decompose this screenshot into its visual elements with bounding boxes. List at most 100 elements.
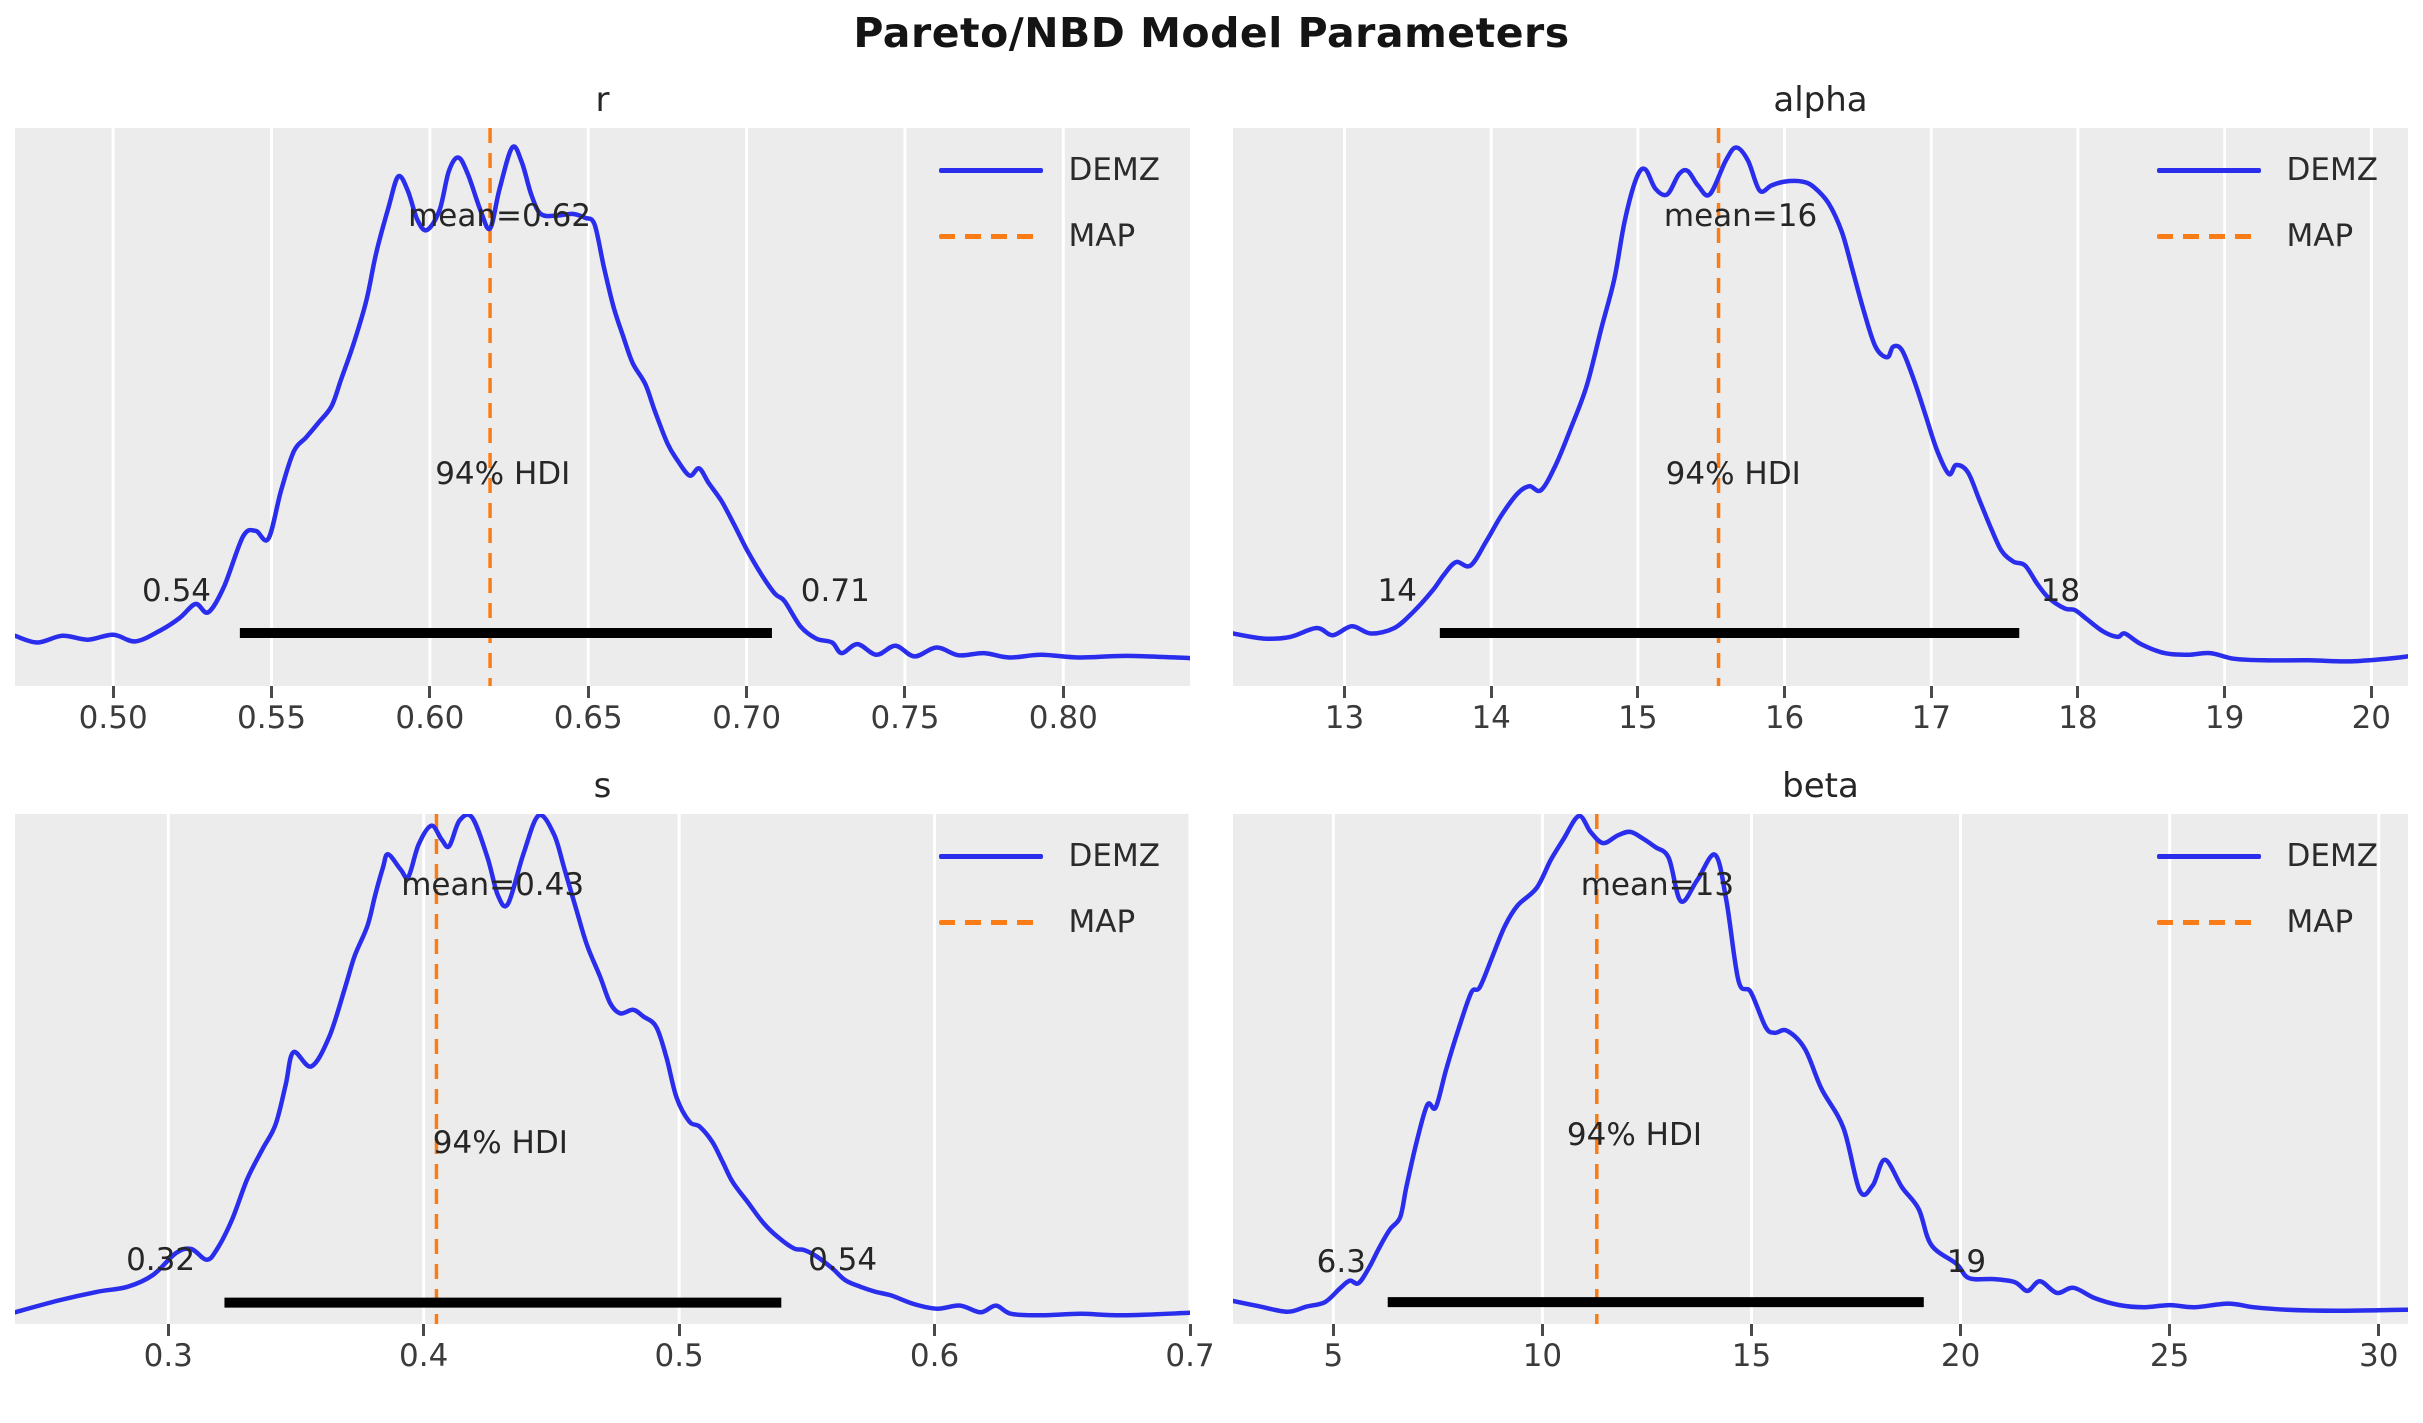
x-tick-label: 20 <box>2351 700 2392 736</box>
x-tick-label: 30 <box>2358 1338 2399 1374</box>
legend-entry-demz: DEMZ <box>2156 152 2378 188</box>
x-tick-mark <box>1331 1324 1335 1336</box>
x-tick-mark <box>1929 686 1933 698</box>
kde-plot-canvas <box>1233 128 2408 686</box>
x-tick-label: 0.80 <box>1028 700 1098 736</box>
x-tick-mark <box>428 686 432 698</box>
map-line-sample <box>938 919 1043 925</box>
subplot-title: s <box>593 766 612 806</box>
hdi-lower-value: 0.32 <box>126 1241 196 1278</box>
x-tick-mark <box>903 686 907 698</box>
subplot-title: r <box>595 80 610 120</box>
x-tick-mark <box>2076 686 2080 698</box>
x-tick-mark <box>2223 686 2227 698</box>
x-tick-label: 0.5 <box>654 1338 704 1374</box>
hdi-title: 94% HDI <box>1566 1117 1702 1154</box>
x-tick-label: 13 <box>1324 700 1365 736</box>
hdi-upper-value: 18 <box>2040 572 2081 609</box>
x-tick-label: 10 <box>1522 1338 1563 1374</box>
x-tick-label: 0.4 <box>399 1338 449 1374</box>
subplot-beta: beta mean=13 94% HDI 6.3 19 DEMZ MAP <box>1233 758 2408 1386</box>
legend-entry-demz: DEMZ <box>938 152 1160 188</box>
x-tick-label: 0.65 <box>553 700 623 736</box>
x-tick-mark <box>2168 1324 2172 1336</box>
x-tick-mark <box>1636 686 1640 698</box>
x-tick-mark <box>166 1324 170 1336</box>
mean-annotation: mean=13 <box>1580 867 1735 904</box>
x-tick-label: 15 <box>1731 1338 1772 1374</box>
x-tick-mark <box>1188 1324 1192 1336</box>
subplot-s: s mean=0.43 94% HDI 0.32 0.54 DEMZ MAP <box>15 758 1215 1386</box>
legend-entry-map: MAP <box>2156 904 2378 940</box>
legend: DEMZ MAP <box>2156 152 2378 254</box>
x-tick-label: 15 <box>1618 700 1658 736</box>
subplot-title: alpha <box>1773 80 1868 120</box>
map-line-sample <box>2156 919 2261 925</box>
plot-area: mean=0.43 94% HDI 0.32 0.54 DEMZ MAP <box>15 814 1190 1324</box>
x-axis: 5 10 15 20 25 30 <box>1233 1324 2408 1386</box>
subplot-grid: r mean=0.62 94% HDI 0.54 0.71 DEMZ MAP <box>15 72 2408 1386</box>
hdi-title: 94% HDI <box>1665 455 1801 492</box>
hdi-upper-value: 0.71 <box>800 573 870 610</box>
x-tick-mark <box>111 686 115 698</box>
x-axis: 0.3 0.4 0.5 0.6 0.7 <box>15 1324 1215 1386</box>
x-tick-mark <box>677 1324 681 1336</box>
kde-plot-canvas <box>15 128 1190 686</box>
hdi-upper-value: 0.54 <box>808 1241 878 1278</box>
x-tick-mark <box>586 686 590 698</box>
x-tick-label: 14 <box>1471 700 1511 736</box>
kde-curve <box>15 814 1190 1318</box>
demz-line-sample <box>938 853 1043 859</box>
kde-curve <box>15 144 1190 661</box>
plot-area: mean=0.62 94% HDI 0.54 0.71 DEMZ MAP <box>15 128 1190 686</box>
hdi-lower-value: 14 <box>1377 572 1418 609</box>
x-tick-label: 25 <box>2149 1338 2190 1374</box>
legend-label-map: MAP <box>1068 218 1136 254</box>
subplot-title: beta <box>1782 766 1859 806</box>
legend-label-map: MAP <box>2286 218 2354 254</box>
legend-entry-map: MAP <box>2156 218 2378 254</box>
x-axis: 13 14 15 16 17 18 19 20 <box>1233 686 2408 748</box>
map-line-sample <box>938 233 1043 239</box>
x-tick-label: 0.50 <box>78 700 148 736</box>
legend-entry-map: MAP <box>938 218 1160 254</box>
x-tick-mark <box>270 686 274 698</box>
x-tick-mark <box>1540 1324 1544 1336</box>
legend-label-demz: DEMZ <box>2286 838 2378 874</box>
x-tick-label: 18 <box>2058 700 2098 736</box>
hdi-lower-value: 0.54 <box>142 573 212 610</box>
legend-label-demz: DEMZ <box>1068 152 1160 188</box>
plot-area: mean=13 94% HDI 6.3 19 DEMZ MAP <box>1233 814 2408 1324</box>
demz-line-sample <box>938 167 1043 173</box>
legend-label-map: MAP <box>2286 904 2354 940</box>
subplot-r: r mean=0.62 94% HDI 0.54 0.71 DEMZ MAP <box>15 72 1190 748</box>
x-tick-mark <box>933 1324 937 1336</box>
legend: DEMZ MAP <box>938 152 1160 254</box>
x-tick-label: 0.3 <box>143 1338 193 1374</box>
legend: DEMZ MAP <box>938 838 1160 940</box>
figure-title: Pareto/NBD Model Parameters <box>853 9 1570 57</box>
x-tick-label: 0.55 <box>237 700 307 736</box>
x-tick-mark <box>745 686 749 698</box>
x-tick-mark <box>2377 1324 2381 1336</box>
x-tick-label: 0.75 <box>870 700 940 736</box>
mean-annotation: mean=0.62 <box>408 197 592 234</box>
mean-annotation: mean=0.43 <box>401 866 585 903</box>
kde-plot-canvas <box>15 814 1190 1324</box>
x-tick-label: 0.70 <box>712 700 782 736</box>
subplot-alpha: alpha mean=16 94% HDI 14 18 DEMZ MAP <box>1233 72 2408 748</box>
x-tick-mark <box>1342 686 1346 698</box>
legend: DEMZ MAP <box>2156 838 2378 940</box>
x-tick-mark <box>422 1324 426 1336</box>
x-tick-mark <box>1061 686 1065 698</box>
x-tick-mark <box>1750 1324 1753 1336</box>
x-tick-label: 20 <box>1940 1338 1981 1374</box>
x-tick-mark <box>1959 1324 1963 1336</box>
x-tick-mark <box>1489 686 1493 698</box>
plot-area: mean=16 94% HDI 14 18 DEMZ MAP <box>1233 128 2408 686</box>
map-line-sample <box>2156 233 2261 239</box>
x-tick-label: 16 <box>1764 700 1805 736</box>
hdi-lower-value: 6.3 <box>1316 1243 1366 1280</box>
legend-label-map: MAP <box>1068 904 1136 940</box>
legend-entry-map: MAP <box>938 904 1160 940</box>
